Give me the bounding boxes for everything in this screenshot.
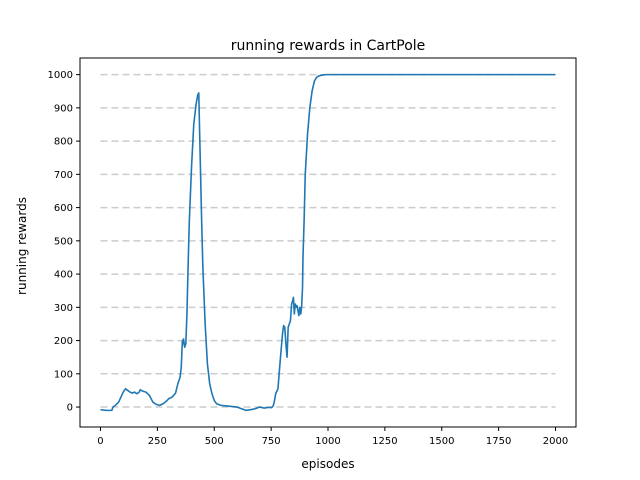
y-tick-label: 600: [54, 203, 73, 214]
x-tick-label: 1250: [372, 436, 397, 447]
y-axis-ticks: 0 100 200 300 400 500 600 700 800 900 1000: [48, 70, 80, 414]
x-tick-label: 1000: [315, 436, 340, 447]
series-line: [100, 73, 556, 412]
y-axis-label: running rewards: [15, 197, 29, 295]
y-tick-label: 800: [54, 137, 73, 148]
chart-title: running rewards in CartPole: [231, 38, 426, 54]
y-tick-label: 0: [67, 403, 73, 414]
y-tick-label: 900: [54, 103, 73, 114]
x-axis-label: episodes: [301, 457, 354, 471]
series-lines: [100, 73, 556, 412]
x-tick-label: 750: [262, 436, 281, 447]
x-tick-label: 2000: [543, 436, 568, 447]
x-tick-label: 250: [148, 436, 167, 447]
x-tick-label: 500: [205, 436, 224, 447]
y-tick-label: 700: [54, 170, 73, 181]
x-tick-label: 1500: [429, 436, 454, 447]
y-tick-label: 1000: [48, 70, 73, 81]
x-tick-label: 0: [97, 436, 103, 447]
x-axis-ticks: 0 250 500 750 1000 1250 1500 1750 2000: [97, 427, 568, 447]
y-tick-label: 100: [54, 369, 73, 380]
y-tick-label: 400: [54, 270, 73, 281]
x-tick-label: 1750: [486, 436, 511, 447]
y-tick-label: 200: [54, 336, 73, 347]
y-tick-label: 300: [54, 303, 73, 314]
y-tick-label: 500: [54, 236, 73, 247]
